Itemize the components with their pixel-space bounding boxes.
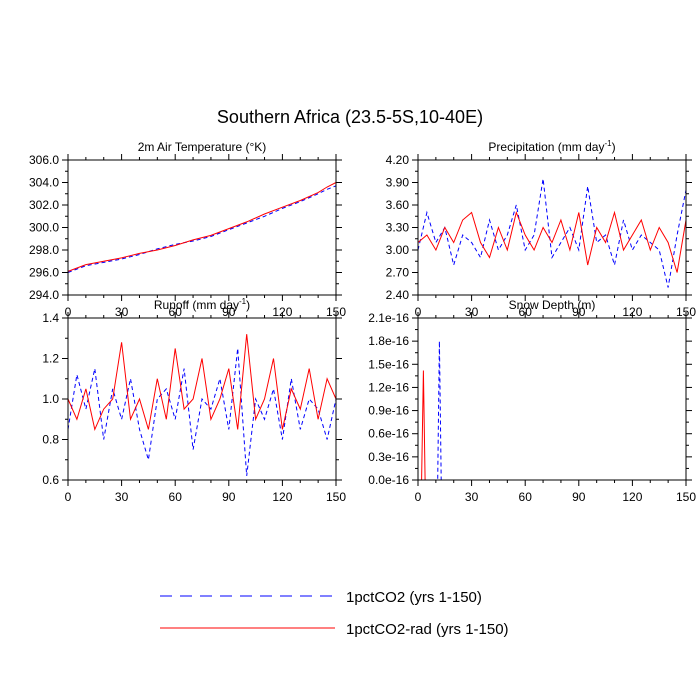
ytick-label-p1: 304.0 [29, 176, 59, 190]
ytick-label-p2: 2.40 [386, 288, 410, 302]
plot-frame-p1 [67, 159, 337, 296]
xtick-label-p3: 30 [115, 490, 129, 504]
ytick-label-p2: 3.60 [386, 198, 410, 212]
plot-frame-p4 [417, 317, 687, 481]
panel-title-p4: Snow Depth (m) [509, 298, 596, 312]
ytick-label-p4: 1.2e-16 [368, 380, 409, 394]
ytick-label-p4: 2.1e-16 [368, 311, 409, 325]
xtick-label-p4: 0 [415, 490, 422, 504]
ytick-label-p1: 306.0 [29, 153, 59, 167]
ytick-label-p4: 1.5e-16 [368, 357, 409, 371]
xtick-label-p4: 60 [519, 490, 533, 504]
ytick-label-p4: 0.6e-16 [368, 427, 409, 441]
ytick-label-p4: 0.0e-16 [368, 473, 409, 487]
legend: 1pctCO2 (yrs 1-150) 1pctCO2-rad (yrs 1-1… [160, 589, 509, 638]
xtick-label-p3: 120 [272, 490, 292, 504]
xtick-label-p3: 60 [169, 490, 183, 504]
panel-title-p1: 2m Air Temperature (°K) [138, 140, 267, 154]
ytick-label-p4: 0.3e-16 [368, 450, 409, 464]
ytick-label-p3: 1.2 [42, 352, 59, 366]
series-line-p4-1 [418, 370, 686, 481]
ytick-label-p2: 3.30 [386, 221, 410, 235]
panel-p2: Precipitation (mm day-1)03060901201502.4… [386, 139, 697, 319]
ytick-label-p1: 296.0 [29, 266, 59, 280]
series-line-p3-0 [67, 348, 337, 476]
ytick-label-p3: 0.6 [42, 473, 59, 487]
series-line-p3-1 [67, 334, 337, 432]
xtick-label-p3: 150 [326, 490, 346, 504]
ytick-label-p2: 3.90 [386, 176, 410, 190]
series-line-p1-0 [67, 185, 337, 273]
xtick-label-p3: 90 [222, 490, 236, 504]
legend-label-1pctco2-rad: 1pctCO2-rad (yrs 1-150) [346, 621, 509, 638]
ytick-label-p1: 294.0 [29, 288, 59, 302]
ytick-label-p1: 298.0 [29, 243, 59, 257]
panel-p1: 2m Air Temperature (°K)0306090120150294.… [29, 140, 346, 319]
series-line-p1-1 [67, 182, 337, 272]
ytick-label-p2: 4.20 [386, 153, 410, 167]
series-line-p2-0 [417, 178, 687, 288]
ytick-label-p4: 0.9e-16 [368, 404, 409, 418]
figure-title: Southern Africa (23.5-5S,10-40E) [217, 107, 483, 127]
ytick-label-p2: 2.70 [386, 266, 410, 280]
xtick-label-p4: 30 [465, 490, 479, 504]
ytick-label-p4: 1.8e-16 [368, 334, 409, 348]
panel-p3: Runoff (mm day-1) 0 30 60 90 120 150 0.6 0.8 1.0 1… [42, 297, 346, 504]
plot-frame-p2 [417, 159, 687, 296]
legend-label-1pctco2: 1pctCO2 (yrs 1-150) [346, 589, 482, 606]
panels: 2m Air Temperature (°K) 0 30 60 90 120 150 294.… [29, 139, 696, 504]
ytick-label-p2: 3.00 [386, 243, 410, 257]
panel-p4: Snow Depth (m) 0 30 60 90 120 150 0.0e-16 0.3e-1… [368, 298, 696, 504]
series-line-p4-0 [418, 341, 686, 481]
xtick-label-p3: 0 [65, 490, 72, 504]
ytick-label-p1: 302.0 [29, 198, 59, 212]
ytick-label-p1: 300.0 [29, 221, 59, 235]
panel-title-p2: Precipitation (mm day-1) [488, 139, 615, 154]
panel-title-p3: Runoff (mm day-1) [154, 297, 250, 312]
series-line-p2-1 [417, 210, 687, 273]
xtick-label-p4: 90 [572, 490, 586, 504]
ytick-label-p3: 0.8 [42, 433, 59, 447]
ytick-label-p3: 1.4 [42, 311, 59, 325]
xtick-label-p4: 150 [676, 490, 696, 504]
ytick-label-p3: 1.0 [42, 392, 59, 406]
xtick-label-p4: 120 [622, 490, 642, 504]
